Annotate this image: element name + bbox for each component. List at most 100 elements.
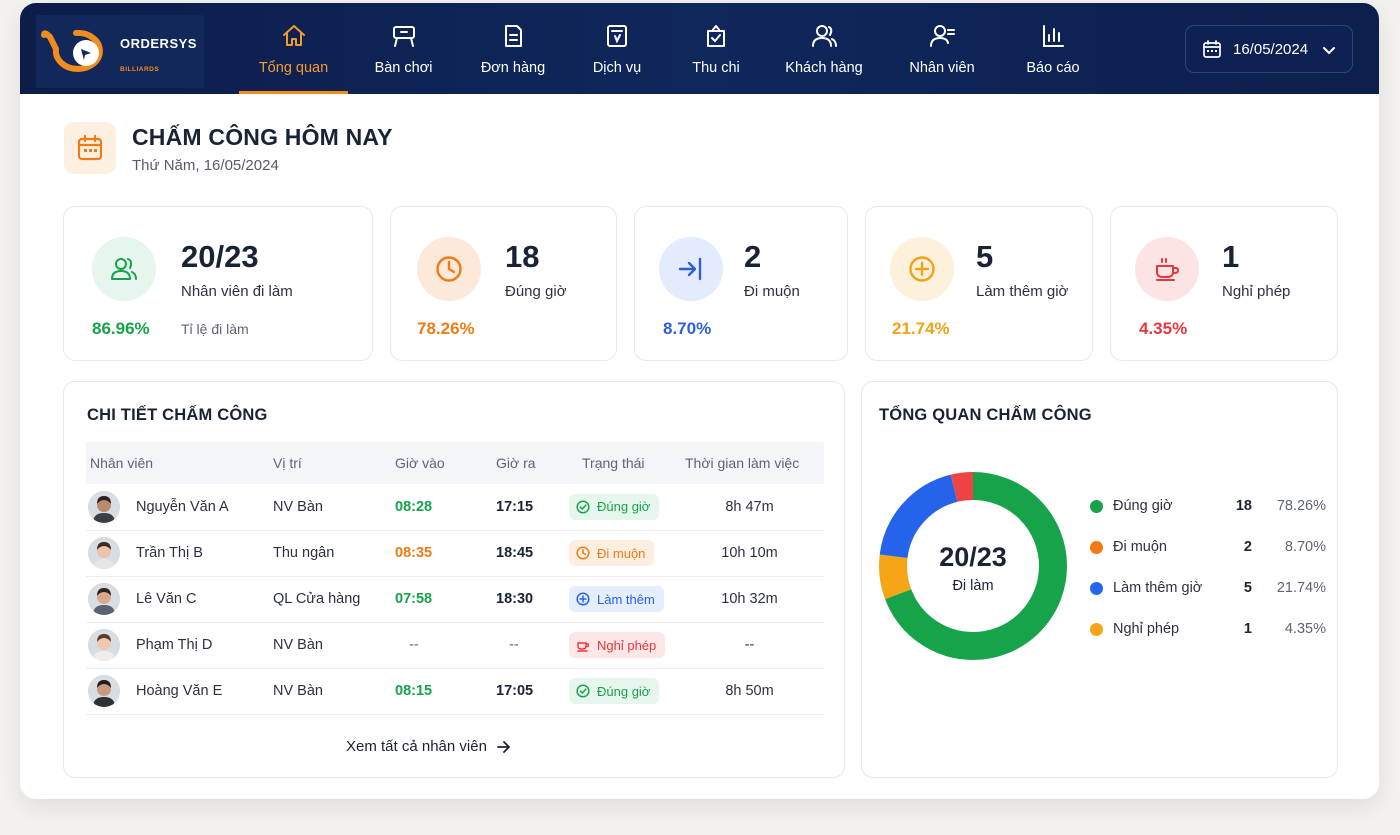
avatar <box>88 675 120 707</box>
stat-value: 2 <box>744 239 762 274</box>
cell-position: QL Cửa hàng <box>273 576 383 623</box>
top-navbar: ORDERSYS BILLIARDS Tổng quan Bàn chơi Đơ… <box>20 3 1379 94</box>
page-title: CHẤM CÔNG HÔM NAY <box>132 124 393 150</box>
time-out-value: 18:45 <box>496 545 534 561</box>
avatar <box>88 490 120 523</box>
col-header: Nhân viên <box>86 442 273 484</box>
stat-percent: 86.96% <box>92 319 150 338</box>
coffee-cup-icon <box>1156 258 1179 281</box>
billiard-table-icon <box>392 26 415 47</box>
col-header: Trạng thái <box>569 442 685 484</box>
status-badge: Đúng giờ <box>569 493 660 520</box>
home-icon <box>282 25 305 46</box>
employee-name: Lê Văn C <box>136 591 197 607</box>
nav-ban-choi[interactable]: Bàn chơi <box>365 3 442 94</box>
donut-segment <box>879 472 1067 660</box>
table-row[interactable]: Lê Văn C QL Cửa hàng 07:58 18:30 Làm thê… <box>86 576 824 623</box>
clock-icon <box>576 546 590 560</box>
employee-name: Phạm Thị D <box>136 637 213 653</box>
brand-logo[interactable]: ORDERSYS BILLIARDS <box>36 15 204 88</box>
time-in-value: 08:28 <box>395 498 433 515</box>
stat-label: Nhân viên đi làm <box>181 283 293 300</box>
cell-duration: 10h 32m <box>685 576 824 623</box>
cell-duration: 8h 50m <box>685 668 824 715</box>
cell-status: Làm thêm <box>569 576 685 623</box>
attendance-table: Nhân viên Vị trí Giờ vào Giờ ra Trạng th… <box>86 442 824 715</box>
donut-center-label: Đi làm <box>952 578 994 594</box>
legend-count: 1 <box>1243 621 1252 637</box>
service-icon <box>607 25 627 47</box>
login-arrow-icon <box>678 257 702 281</box>
status-badge: Nghỉ phép <box>569 632 666 658</box>
cell-time-out: 17:15 <box>481 484 569 531</box>
cell-time-in: 08:28 <box>383 484 481 531</box>
attendance-overview-panel: TỔNG QUAN CHẤM CÔNG 20/23 Đi làm Đúng gi… <box>861 381 1338 778</box>
time-out-value: 17:15 <box>496 498 534 515</box>
cell-position: NV Bàn <box>273 622 383 669</box>
nav-nhan-vien[interactable]: Nhân viên <box>904 3 980 94</box>
stat-card-attendance: 20/23 Nhân viên đi làm 86.96% Tỉ lệ đi l… <box>63 206 373 361</box>
status-badge: Đi muộn <box>569 540 655 566</box>
page-subtitle: Thứ Năm, 16/05/2024 <box>132 157 279 174</box>
time-in-value: 07:58 <box>395 591 433 607</box>
stat-percent: 78.26% <box>417 319 475 338</box>
view-all-link[interactable]: Xem tất cả nhân viên <box>346 738 511 755</box>
panel-title: CHI TIẾT CHẤM CÔNG <box>87 406 268 424</box>
order-icon <box>505 25 522 47</box>
nav-tong-quan[interactable]: Tổng quan <box>239 3 348 94</box>
legend-percent: 21.74% <box>1276 580 1326 596</box>
plus-circle-icon <box>576 592 590 606</box>
stat-percent: 8.70% <box>663 319 712 338</box>
nav-bao-cao[interactable]: Báo cáo <box>1022 3 1084 94</box>
legend-percent: 4.35% <box>1284 621 1326 637</box>
donut-center-value: 20/23 <box>939 542 1007 572</box>
cell-employee: Lê Văn C <box>86 576 273 623</box>
legend-percent: 78.26% <box>1276 498 1326 514</box>
avatar-photo <box>88 629 120 661</box>
legend-item: Đi muộn 2 8.70% <box>1090 538 1326 558</box>
legend-dot <box>1090 623 1103 636</box>
chevron-down-icon <box>1323 47 1335 55</box>
table-row[interactable]: Trần Thị B Thu ngân 08:35 18:45 Đi muộn … <box>86 530 824 577</box>
legend-item: Đúng giờ 18 78.26% <box>1090 497 1326 517</box>
calendar-icon <box>1203 40 1221 58</box>
logo-icon <box>41 29 103 72</box>
clock-icon <box>436 256 462 282</box>
table-row[interactable]: Hoàng Văn E NV Bàn 08:15 17:05 Đúng giờ … <box>86 668 824 715</box>
nav-dich-vu[interactable]: Dịch vụ <box>585 3 649 94</box>
legend-name: Làm thêm giờ <box>1113 580 1203 596</box>
avatar <box>88 583 120 615</box>
legend-percent: 8.70% <box>1284 539 1326 555</box>
legend-dot <box>1090 541 1103 554</box>
cell-time-in: 08:35 <box>383 530 481 577</box>
nav-khach-hang[interactable]: Khách hàng <box>780 3 868 94</box>
check-circle-icon <box>576 684 590 698</box>
cell-duration: -- <box>685 622 824 669</box>
status-badge: Làm thêm <box>569 586 664 612</box>
legend-name: Nghỉ phép <box>1113 621 1180 637</box>
cell-time-out: 18:45 <box>481 530 569 577</box>
cell-time-in: 07:58 <box>383 576 481 623</box>
legend-item: Làm thêm giờ 5 21.74% <box>1090 579 1326 599</box>
staff-icon <box>930 25 955 47</box>
report-icon <box>1043 25 1064 47</box>
avatar-photo <box>88 490 120 523</box>
stat-card-leave: 1 Nghỉ phép 4.35% <box>1110 206 1338 361</box>
cell-position: Thu ngân <box>273 530 383 577</box>
nav-don-hang[interactable]: Đơn hàng <box>472 3 554 94</box>
date-picker-value: 16/05/2024 <box>1233 41 1309 58</box>
time-out-value: 17:05 <box>496 683 534 699</box>
coffee-cup-icon <box>577 642 590 652</box>
nav-thu-chi[interactable]: Thu chi <box>685 3 747 94</box>
legend-count: 5 <box>1243 580 1252 596</box>
stat-card-overtime: 5 Làm thêm giờ 21.74% <box>865 206 1093 361</box>
finance-icon <box>707 25 725 47</box>
table-row[interactable]: Nguyễn Văn A NV Bàn 08:28 17:15 Đúng giờ… <box>86 484 824 531</box>
time-in-value: 08:35 <box>395 545 433 561</box>
date-picker[interactable]: 16/05/2024 <box>1185 25 1353 73</box>
cell-time-out: -- <box>481 622 569 669</box>
employee-name: Hoàng Văn E <box>136 683 223 699</box>
legend-count: 18 <box>1235 498 1252 514</box>
cell-time-out: 18:30 <box>481 576 569 623</box>
table-row[interactable]: Phạm Thị D NV Bàn -- -- Nghỉ phép -- <box>86 622 824 669</box>
